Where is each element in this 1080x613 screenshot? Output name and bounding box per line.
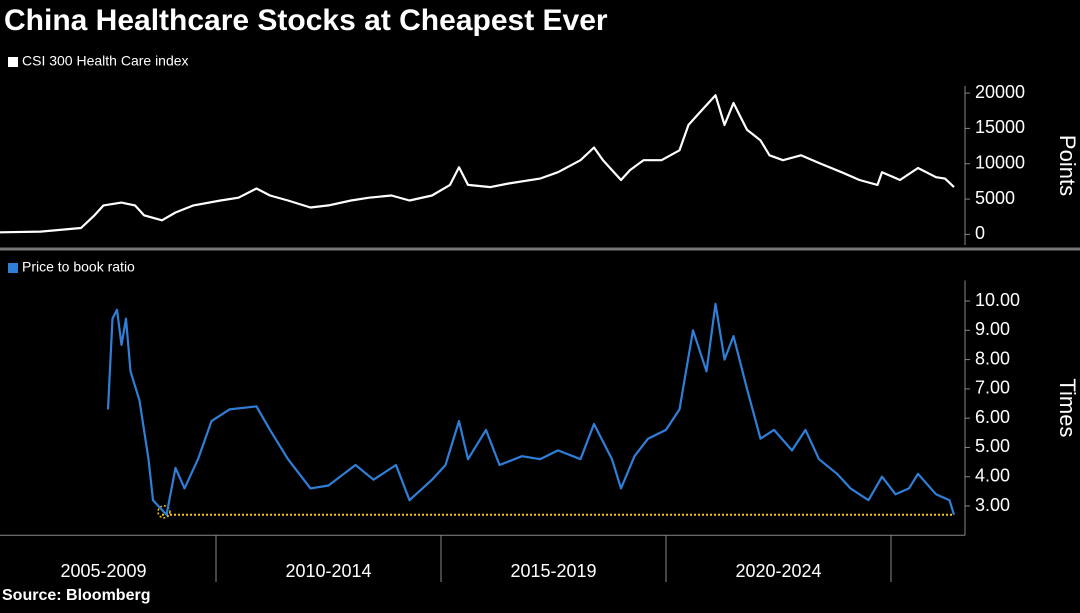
y-tick-label: 4.00 (975, 465, 1010, 485)
y-tick-label: 5.00 (975, 436, 1010, 456)
y-tick-label: 10.00 (975, 290, 1020, 310)
y-tick-label: 9.00 (975, 319, 1010, 339)
y-tick-label: 0 (975, 223, 985, 243)
legend-label: Price to book ratio (22, 259, 135, 275)
y-tick-label: 15000 (975, 117, 1025, 137)
x-tick-label: 2010-2014 (285, 561, 371, 581)
y-tick-label: 8.00 (975, 348, 1010, 368)
legend-swatch (8, 263, 18, 273)
reference-marker (157, 505, 171, 519)
y-axis-label: Times (1055, 378, 1080, 437)
y-tick-label: 6.00 (975, 407, 1010, 427)
series-line (106, 302, 956, 516)
x-tick-label: 2005-2009 (60, 561, 146, 581)
y-axis-label: Points (1055, 135, 1080, 196)
y-tick-label: 20000 (975, 82, 1025, 102)
y-tick-label: 10000 (975, 152, 1025, 172)
legend-swatch (8, 57, 18, 67)
chart-title: China Healthcare Stocks at Cheapest Ever (4, 4, 608, 37)
x-tick-label: 2020-2024 (735, 561, 821, 581)
x-tick-label: 2015-2019 (510, 561, 596, 581)
series-line (0, 94, 955, 234)
y-tick-label: 7.00 (975, 378, 1010, 398)
source: Source: Bloomberg (2, 587, 150, 604)
legend-label: CSI 300 Health Care index (22, 53, 189, 69)
y-tick-label: 3.00 (975, 495, 1010, 515)
y-tick-label: 5000 (975, 188, 1015, 208)
